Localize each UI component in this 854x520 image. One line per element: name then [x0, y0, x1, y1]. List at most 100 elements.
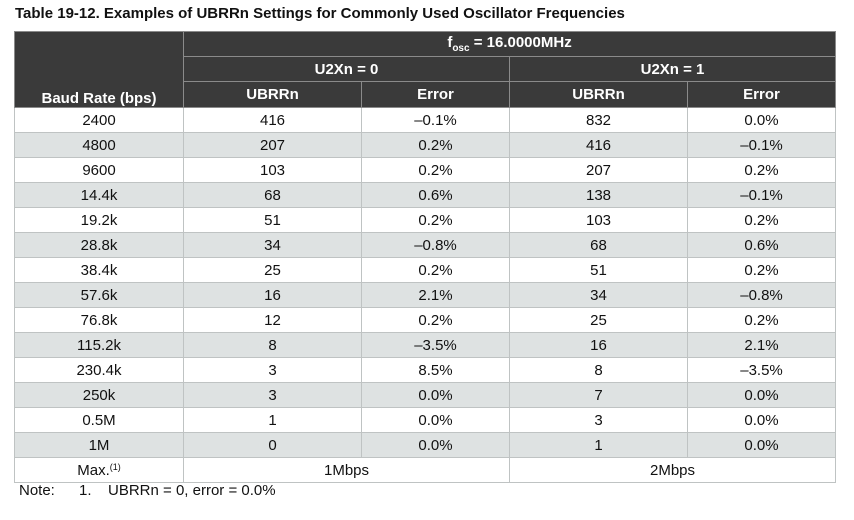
- ubrr-u2x1-cell: 138: [509, 182, 688, 208]
- ubrr-settings-table: Baud Rate (bps) fosc = 16.0000MHz U2Xn =…: [14, 31, 837, 483]
- error-column-header-u2x0: Error: [361, 81, 510, 108]
- baud-rate-header: Baud Rate (bps): [14, 31, 184, 108]
- max-label-cell: Max.(1): [14, 457, 184, 483]
- baud-rate-cell: 230.4k: [14, 357, 184, 383]
- error-u2x1-cell: 0.6%: [686, 232, 837, 258]
- error-u2x0-cell: 0.2%: [361, 257, 510, 283]
- ubrr-u2x1-cell: 416: [509, 132, 688, 158]
- error-u2x0-cell: 2.1%: [361, 282, 510, 308]
- error-u2x0-cell: 0.0%: [361, 432, 510, 458]
- error-u2x1-cell: –0.1%: [686, 132, 837, 158]
- error-u2x0-cell: –3.5%: [361, 332, 510, 358]
- error-u2x0-cell: 8.5%: [361, 357, 510, 383]
- error-u2x1-cell: 0.2%: [686, 257, 837, 283]
- table-row: 14.4k 68 0.6% 138 –0.1%: [14, 182, 837, 208]
- table-row: 76.8k 12 0.2% 25 0.2%: [14, 307, 837, 333]
- error-u2x1-cell: –0.8%: [686, 282, 837, 308]
- note-number: 1.: [79, 482, 92, 499]
- ubrr-u2x1-cell: 34: [509, 282, 688, 308]
- u2x1-group-header: U2Xn = 1: [508, 56, 837, 82]
- table-row: 0.5M 1 0.0% 3 0.0%: [14, 407, 837, 433]
- table-title: Table 19-12. Examples of UBRRn Settings …: [15, 5, 625, 22]
- ubrr-u2x0-cell: 51: [183, 207, 362, 233]
- ubrr-u2x0-cell: 416: [183, 107, 362, 133]
- baud-rate-cell: 28.8k: [14, 232, 184, 258]
- ubrr-u2x1-cell: 7: [509, 382, 688, 408]
- max-row: Max.(1) 1Mbps 2Mbps: [14, 457, 837, 483]
- error-u2x0-cell: 0.0%: [361, 407, 510, 433]
- error-u2x0-cell: 0.6%: [361, 182, 510, 208]
- ubrr-u2x0-cell: 25: [183, 257, 362, 283]
- error-u2x0-cell: 0.2%: [361, 132, 510, 158]
- ubrr-column-header-u2x0: UBRRn: [183, 81, 362, 108]
- error-u2x0-cell: 0.2%: [361, 157, 510, 183]
- ubrr-u2x0-cell: 34: [183, 232, 362, 258]
- error-u2x1-cell: 0.2%: [686, 307, 837, 333]
- baud-rate-cell: 57.6k: [14, 282, 184, 308]
- ubrr-u2x0-cell: 16: [183, 282, 362, 308]
- footnote-ref: (1): [109, 461, 121, 472]
- ubrr-u2x0-cell: 8: [183, 332, 362, 358]
- max-u2x0-cell: 1Mbps: [183, 457, 510, 483]
- baud-rate-cell: 76.8k: [14, 307, 184, 333]
- baud-rate-cell: 115.2k: [14, 332, 184, 358]
- ubrr-u2x0-cell: 3: [183, 357, 362, 383]
- baud-rate-cell: 0.5M: [14, 407, 184, 433]
- baud-rate-cell: 2400: [14, 107, 184, 133]
- error-u2x1-cell: 0.0%: [686, 432, 837, 458]
- table-row: 230.4k 3 8.5% 8 –3.5%: [14, 357, 837, 383]
- table-row: 38.4k 25 0.2% 51 0.2%: [14, 257, 837, 283]
- table-row: 1M 0 0.0% 1 0.0%: [14, 432, 837, 458]
- baud-rate-cell: 9600: [14, 157, 184, 183]
- baud-rate-cell: 19.2k: [14, 207, 184, 233]
- table-row: 115.2k 8 –3.5% 16 2.1%: [14, 332, 837, 358]
- ubrr-u2x1-cell: 51: [509, 257, 688, 283]
- error-u2x0-cell: –0.8%: [361, 232, 510, 258]
- error-u2x1-cell: 2.1%: [686, 332, 837, 358]
- ubrr-column-header-u2x1: UBRRn: [509, 81, 688, 108]
- table-row: 9600 103 0.2% 207 0.2%: [14, 157, 837, 183]
- ubrr-u2x1-cell: 8: [509, 357, 688, 383]
- error-u2x0-cell: –0.1%: [361, 107, 510, 133]
- ubrr-u2x1-cell: 103: [509, 207, 688, 233]
- baud-rate-cell: 14.4k: [14, 182, 184, 208]
- table-row: 250k 3 0.0% 7 0.0%: [14, 382, 837, 408]
- ubrr-u2x0-cell: 207: [183, 132, 362, 158]
- table-row: 2400 416 –0.1% 832 0.0%: [14, 107, 837, 133]
- error-u2x1-cell: 0.0%: [686, 382, 837, 408]
- error-u2x1-cell: –3.5%: [686, 357, 837, 383]
- error-u2x1-cell: –0.1%: [686, 182, 837, 208]
- error-u2x0-cell: 0.0%: [361, 382, 510, 408]
- ubrr-u2x0-cell: 0: [183, 432, 362, 458]
- ubrr-u2x1-cell: 25: [509, 307, 688, 333]
- note-label: Note:: [19, 482, 55, 499]
- error-u2x1-cell: 0.2%: [686, 157, 837, 183]
- ubrr-u2x1-cell: 16: [509, 332, 688, 358]
- error-u2x1-cell: 0.2%: [686, 207, 837, 233]
- oscillator-frequency-header: fosc = 16.0000MHz: [182, 31, 837, 57]
- baud-rate-cell: 4800: [14, 132, 184, 158]
- error-u2x1-cell: 0.0%: [686, 407, 837, 433]
- ubrr-u2x1-cell: 1: [509, 432, 688, 458]
- table-row: 19.2k 51 0.2% 103 0.2%: [14, 207, 837, 233]
- baud-rate-cell: 38.4k: [14, 257, 184, 283]
- max-u2x1-cell: 2Mbps: [508, 457, 837, 483]
- table-row: 28.8k 34 –0.8% 68 0.6%: [14, 232, 837, 258]
- error-column-header-u2x1: Error: [686, 81, 837, 108]
- table-note: Note: 1. UBRRn = 0, error = 0.0%: [19, 482, 276, 499]
- ubrr-u2x0-cell: 68: [183, 182, 362, 208]
- error-u2x1-cell: 0.0%: [686, 107, 837, 133]
- ubrr-u2x1-cell: 3: [509, 407, 688, 433]
- error-u2x0-cell: 0.2%: [361, 207, 510, 233]
- ubrr-u2x0-cell: 3: [183, 382, 362, 408]
- ubrr-u2x1-cell: 207: [509, 157, 688, 183]
- u2x0-group-header: U2Xn = 0: [183, 56, 510, 82]
- ubrr-u2x0-cell: 103: [183, 157, 362, 183]
- table-row: 4800 207 0.2% 416 –0.1%: [14, 132, 837, 158]
- note-text: UBRRn = 0, error = 0.0%: [108, 482, 276, 499]
- error-u2x0-cell: 0.2%: [361, 307, 510, 333]
- baud-rate-cell: 250k: [14, 382, 184, 408]
- ubrr-u2x0-cell: 12: [183, 307, 362, 333]
- ubrr-u2x0-cell: 1: [183, 407, 362, 433]
- baud-rate-cell: 1M: [14, 432, 184, 458]
